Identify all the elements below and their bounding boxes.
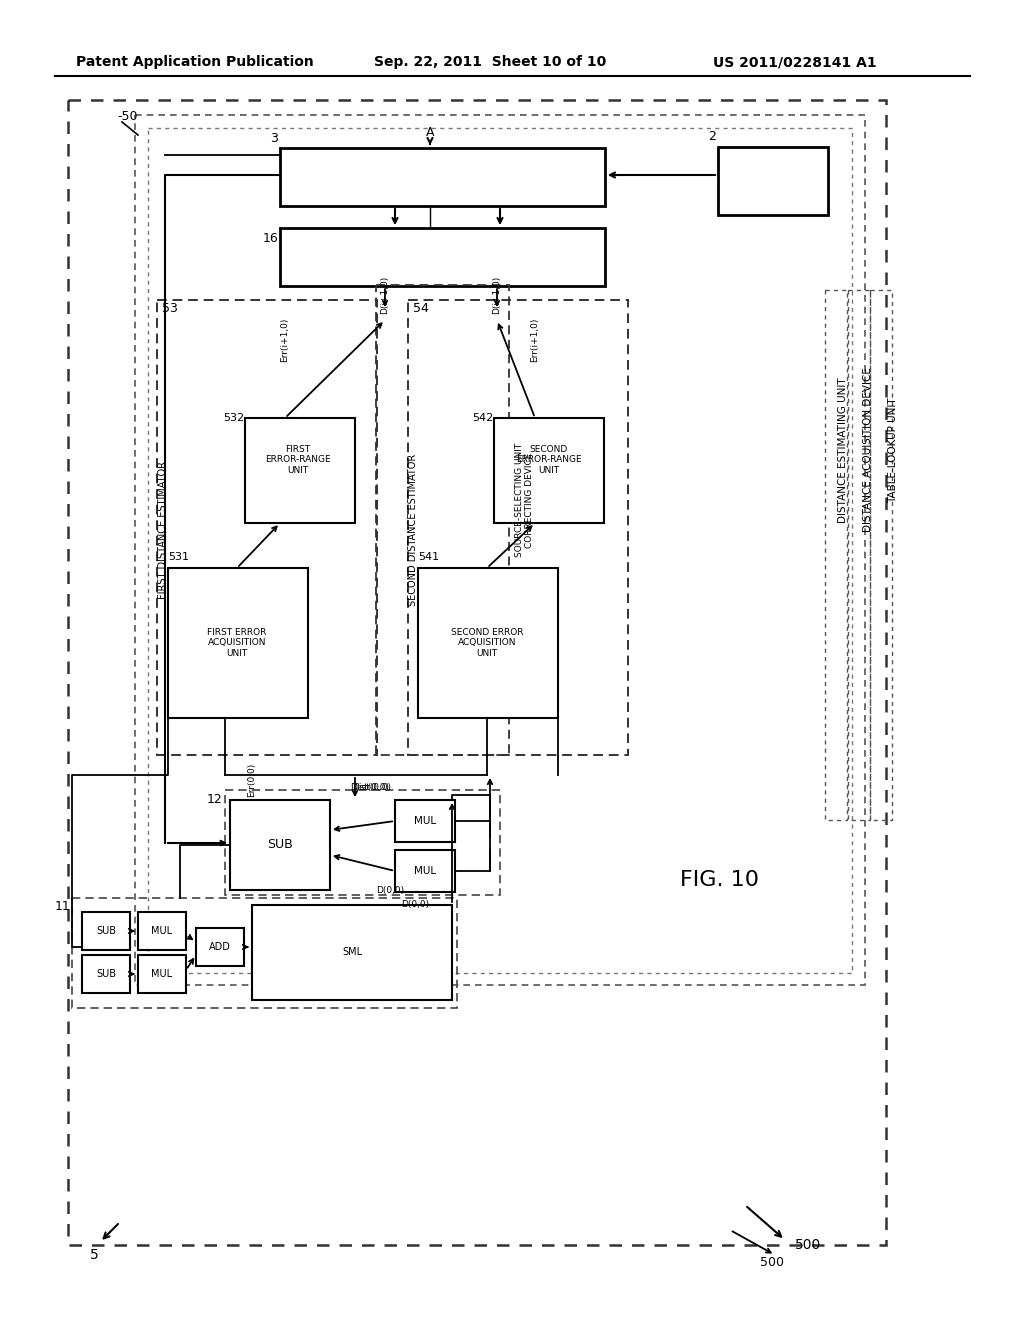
Text: FIRST
ERROR-RANGE
UNIT: FIRST ERROR-RANGE UNIT (265, 445, 331, 475)
Text: 2: 2 (709, 131, 716, 144)
Text: 12: 12 (206, 793, 222, 807)
Text: 541: 541 (418, 552, 439, 562)
Text: 54: 54 (413, 302, 429, 315)
Bar (280, 228, 605, 286)
Bar (418, 568, 558, 718)
Text: 542: 542 (472, 413, 493, 422)
Text: Err(i+1,0): Err(i+1,0) (530, 318, 540, 362)
Bar (196, 928, 244, 966)
Text: D(i+1,0): D(i+1,0) (381, 276, 389, 314)
Text: FIRST ERROR
ACQUISITION
UNIT: FIRST ERROR ACQUISITION UNIT (207, 628, 266, 657)
Text: ADD: ADD (209, 942, 231, 952)
Bar (148, 128, 852, 973)
Text: 532: 532 (223, 413, 244, 422)
Text: FIRST DISTANCE ESTIMATOR: FIRST DISTANCE ESTIMATOR (158, 461, 168, 599)
Text: MUL: MUL (414, 816, 436, 826)
Bar (82, 912, 130, 950)
Text: DISTANCE ESTIMATING UNIT: DISTANCE ESTIMATING UNIT (838, 378, 848, 523)
Text: MUL: MUL (414, 866, 436, 876)
Bar (138, 954, 186, 993)
Text: Err(i+1,0): Err(i+1,0) (281, 318, 290, 362)
Text: 5: 5 (90, 1247, 98, 1262)
Text: -50: -50 (117, 111, 137, 124)
Bar (68, 100, 886, 1245)
Text: 11: 11 (54, 900, 70, 913)
Text: D(i+1,0): D(i+1,0) (493, 276, 502, 314)
Bar (168, 568, 308, 718)
Text: D(0,0): D(0,0) (401, 899, 429, 908)
Text: FIG. 10: FIG. 10 (681, 870, 760, 890)
Bar (138, 912, 186, 950)
Bar (157, 300, 377, 755)
Text: SECOND DISTANCE ESTIMATOR: SECOND DISTANCE ESTIMATOR (408, 454, 418, 606)
Text: CORRECTING DEVICE: CORRECTING DEVICE (525, 453, 535, 548)
Text: 500: 500 (795, 1238, 821, 1251)
Bar (280, 148, 605, 206)
Text: MUL: MUL (152, 969, 173, 979)
Bar (825, 290, 847, 820)
Text: SUB: SUB (96, 969, 116, 979)
Text: SECOND ERROR
ACQUISITION
UNIT: SECOND ERROR ACQUISITION UNIT (451, 628, 523, 657)
Bar (230, 800, 330, 890)
Text: A: A (426, 127, 434, 140)
Text: US 2011/0228141 A1: US 2011/0228141 A1 (713, 55, 877, 69)
Bar (376, 285, 509, 755)
Text: TABLE-LOOKUP UNIT: TABLE-LOOKUP UNIT (888, 397, 898, 503)
Bar (245, 418, 355, 523)
Text: SUB: SUB (96, 927, 116, 936)
Bar (82, 954, 130, 993)
Text: Err(0,0): Err(0,0) (248, 763, 256, 797)
Text: SECOND
ERROR-RANGE
UNIT: SECOND ERROR-RANGE UNIT (516, 445, 582, 475)
Bar (135, 115, 865, 985)
Bar (395, 850, 455, 892)
Text: 16: 16 (262, 231, 278, 244)
Text: 53: 53 (162, 302, 178, 315)
Text: Patent Application Publication: Patent Application Publication (76, 55, 314, 69)
Bar (252, 906, 452, 1001)
Bar (225, 789, 500, 895)
Text: Sep. 22, 2011  Sheet 10 of 10: Sep. 22, 2011 Sheet 10 of 10 (374, 55, 606, 69)
Bar (408, 300, 628, 755)
Bar (494, 418, 604, 523)
Text: SUB: SUB (267, 838, 293, 851)
Text: SOURCE-SELECTING UNIT: SOURCE-SELECTING UNIT (515, 444, 524, 557)
Text: Dist(0,0): Dist(0,0) (350, 783, 389, 792)
Bar (848, 290, 870, 820)
Bar (718, 147, 828, 215)
Text: 531: 531 (168, 552, 189, 562)
Text: DISTANCE ACQUISITION DEVICE: DISTANCE ACQUISITION DEVICE (863, 367, 873, 532)
Bar (870, 290, 892, 820)
Bar (72, 898, 457, 1008)
Text: SML: SML (342, 946, 362, 957)
Bar (395, 800, 455, 842)
Text: D(0,0): D(0,0) (376, 886, 404, 895)
Text: 500: 500 (760, 1255, 784, 1269)
Text: Dist(0,0): Dist(0,0) (352, 783, 391, 792)
Text: MUL: MUL (152, 927, 173, 936)
Text: 3: 3 (270, 132, 278, 144)
